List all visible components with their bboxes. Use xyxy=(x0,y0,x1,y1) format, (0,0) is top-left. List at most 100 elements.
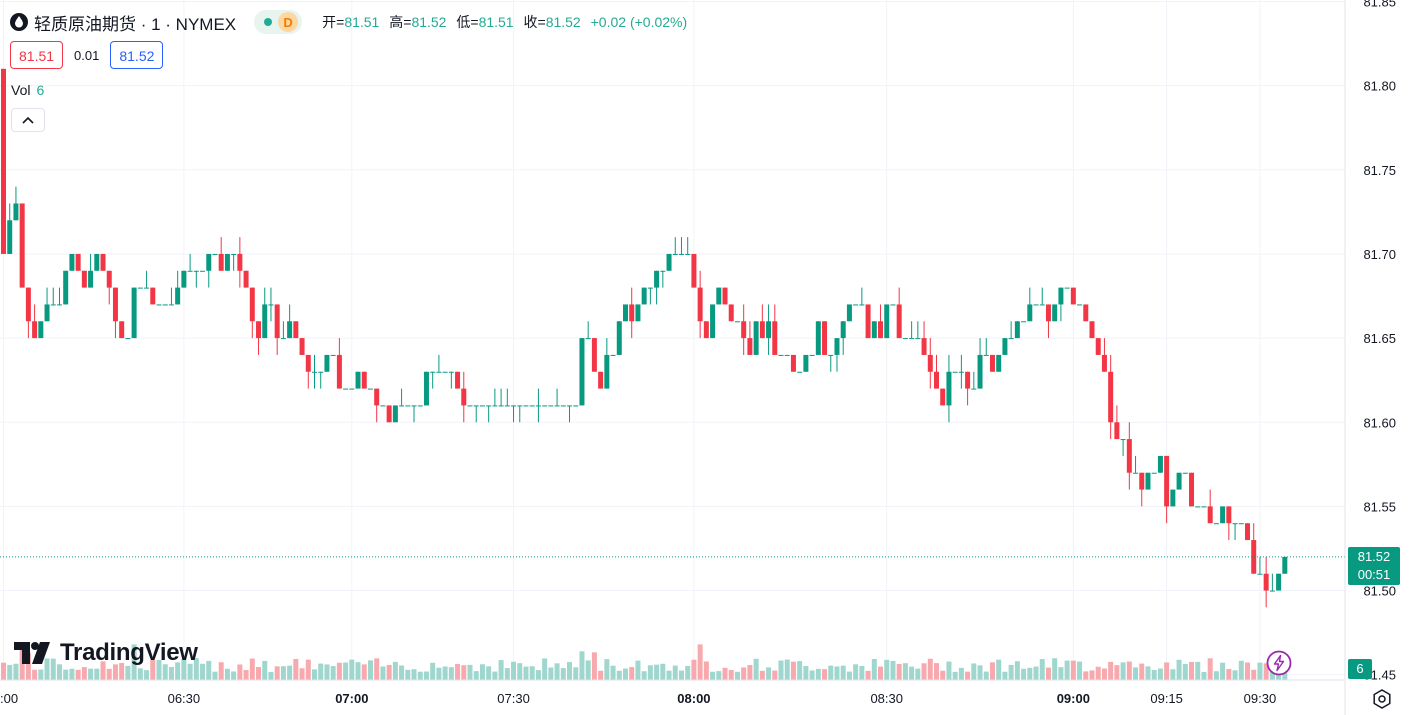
tradingview-logo[interactable]: TradingView xyxy=(14,639,198,667)
candle-body[interactable] xyxy=(610,354,616,356)
candle-body[interactable] xyxy=(996,354,1002,372)
candle-body[interactable] xyxy=(1039,304,1045,306)
candle-body[interactable] xyxy=(1089,321,1095,339)
market-status-pill[interactable]: D xyxy=(254,10,303,34)
candle-body[interactable] xyxy=(703,321,709,339)
candle-body[interactable] xyxy=(423,371,429,406)
candle-body[interactable] xyxy=(1114,422,1120,440)
candle-body[interactable] xyxy=(554,405,560,407)
candle-body[interactable] xyxy=(430,371,436,373)
candle-body[interactable] xyxy=(672,253,678,255)
candle-body[interactable] xyxy=(734,321,740,323)
candle-body[interactable] xyxy=(691,253,697,288)
ask-price-button[interactable]: 81.52 xyxy=(110,41,164,69)
candle-body[interactable] xyxy=(318,371,324,373)
candle-body[interactable] xyxy=(952,371,958,373)
candle-body[interactable] xyxy=(361,371,367,389)
candle-body[interactable] xyxy=(585,338,591,340)
candle-body[interactable] xyxy=(492,405,498,407)
candle-body[interactable] xyxy=(535,405,541,407)
candle-body[interactable] xyxy=(809,354,815,356)
candle-body[interactable] xyxy=(803,354,809,372)
candle-body[interactable] xyxy=(778,354,784,356)
candle-body[interactable] xyxy=(187,270,193,272)
candle-body[interactable] xyxy=(859,304,865,306)
candle-body[interactable] xyxy=(934,371,939,389)
candle-body[interactable] xyxy=(1033,304,1039,306)
candle-body[interactable] xyxy=(131,287,137,339)
lightning-icon[interactable] xyxy=(1266,650,1292,676)
candle-body[interactable] xyxy=(542,405,548,407)
candle-body[interactable] xyxy=(7,220,13,254)
candle-body[interactable] xyxy=(1226,506,1232,524)
symbol-title[interactable]: 轻质原油期货 · 1 · NYMEX xyxy=(34,14,237,34)
candle-body[interactable] xyxy=(815,321,821,355)
candle-body[interactable] xyxy=(797,371,803,373)
candle-body[interactable] xyxy=(94,253,100,271)
candle-body[interactable] xyxy=(13,203,19,221)
candle-body[interactable] xyxy=(1014,321,1020,339)
candle-body[interactable] xyxy=(32,321,38,339)
candle-body[interactable] xyxy=(1064,287,1070,289)
candle-body[interactable] xyxy=(243,270,249,288)
candle-body[interactable] xyxy=(1133,472,1139,474)
candle-body[interactable] xyxy=(946,371,952,406)
candle-body[interactable] xyxy=(716,287,722,305)
candle-body[interactable] xyxy=(181,270,187,288)
candle-body[interactable] xyxy=(193,270,199,272)
candle-body[interactable] xyxy=(828,354,834,356)
time-axis[interactable]: :00 06:30 07:00 07:30 08:00 08:30 09:00 09:15 09… xyxy=(0,691,1276,706)
candle-body[interactable] xyxy=(399,405,405,407)
candle-body[interactable] xyxy=(75,253,81,271)
candle-body[interactable] xyxy=(349,388,355,390)
candle-body[interactable] xyxy=(517,405,523,407)
candle-body[interactable] xyxy=(666,253,672,271)
candle-body[interactable] xyxy=(977,354,983,389)
candle-body[interactable] xyxy=(921,338,927,355)
candle-body[interactable] xyxy=(685,253,691,255)
candle-body[interactable] xyxy=(486,405,492,407)
candle-body[interactable] xyxy=(728,304,734,322)
candle-body[interactable] xyxy=(865,304,871,339)
candle-body[interactable] xyxy=(1008,338,1014,340)
candle-body[interactable] xyxy=(834,338,840,355)
candle-body[interactable] xyxy=(971,388,977,390)
candle-body[interactable] xyxy=(604,354,610,389)
candle-body[interactable] xyxy=(100,253,106,271)
candle-body[interactable] xyxy=(1021,321,1027,323)
candle-body[interactable] xyxy=(112,287,118,322)
candle-body[interactable] xyxy=(411,405,417,407)
candle-body[interactable] xyxy=(1282,556,1288,574)
collapse-legend-button[interactable] xyxy=(11,108,45,132)
candle-body[interactable] xyxy=(25,287,31,322)
candle-body[interactable] xyxy=(405,405,411,407)
candle-body[interactable] xyxy=(56,304,62,306)
candle-body[interactable] xyxy=(591,338,597,372)
candle-body[interactable] xyxy=(511,405,517,407)
candle-body[interactable] xyxy=(579,338,585,406)
candle-body[interactable] xyxy=(343,388,349,390)
candle-body[interactable] xyxy=(989,354,995,372)
candle-body[interactable] xyxy=(958,371,964,373)
candle-body[interactable] xyxy=(710,304,716,339)
candle-body[interactable] xyxy=(1245,523,1250,541)
candle-body[interactable] xyxy=(616,321,622,355)
candle-body[interactable] xyxy=(473,405,479,407)
candle-body[interactable] xyxy=(479,405,485,407)
candle-body[interactable] xyxy=(442,371,448,373)
candle-body[interactable] xyxy=(896,304,902,339)
candle-body[interactable] xyxy=(367,388,373,390)
candle-body[interactable] xyxy=(380,405,386,407)
bid-price-button[interactable]: 81.51 xyxy=(10,41,64,69)
candle-body[interactable] xyxy=(678,253,684,255)
candle-body[interactable] xyxy=(150,287,156,305)
candle-body[interactable] xyxy=(1151,472,1157,474)
candle-body[interactable] xyxy=(1201,506,1207,508)
candle-body[interactable] xyxy=(125,338,131,340)
candle-body[interactable] xyxy=(697,287,703,322)
candle-body[interactable] xyxy=(654,270,660,288)
candle-body[interactable] xyxy=(249,287,255,322)
candle-body[interactable] xyxy=(902,338,908,340)
candle-body[interactable] xyxy=(162,304,168,306)
candle-body[interactable] xyxy=(766,321,772,339)
